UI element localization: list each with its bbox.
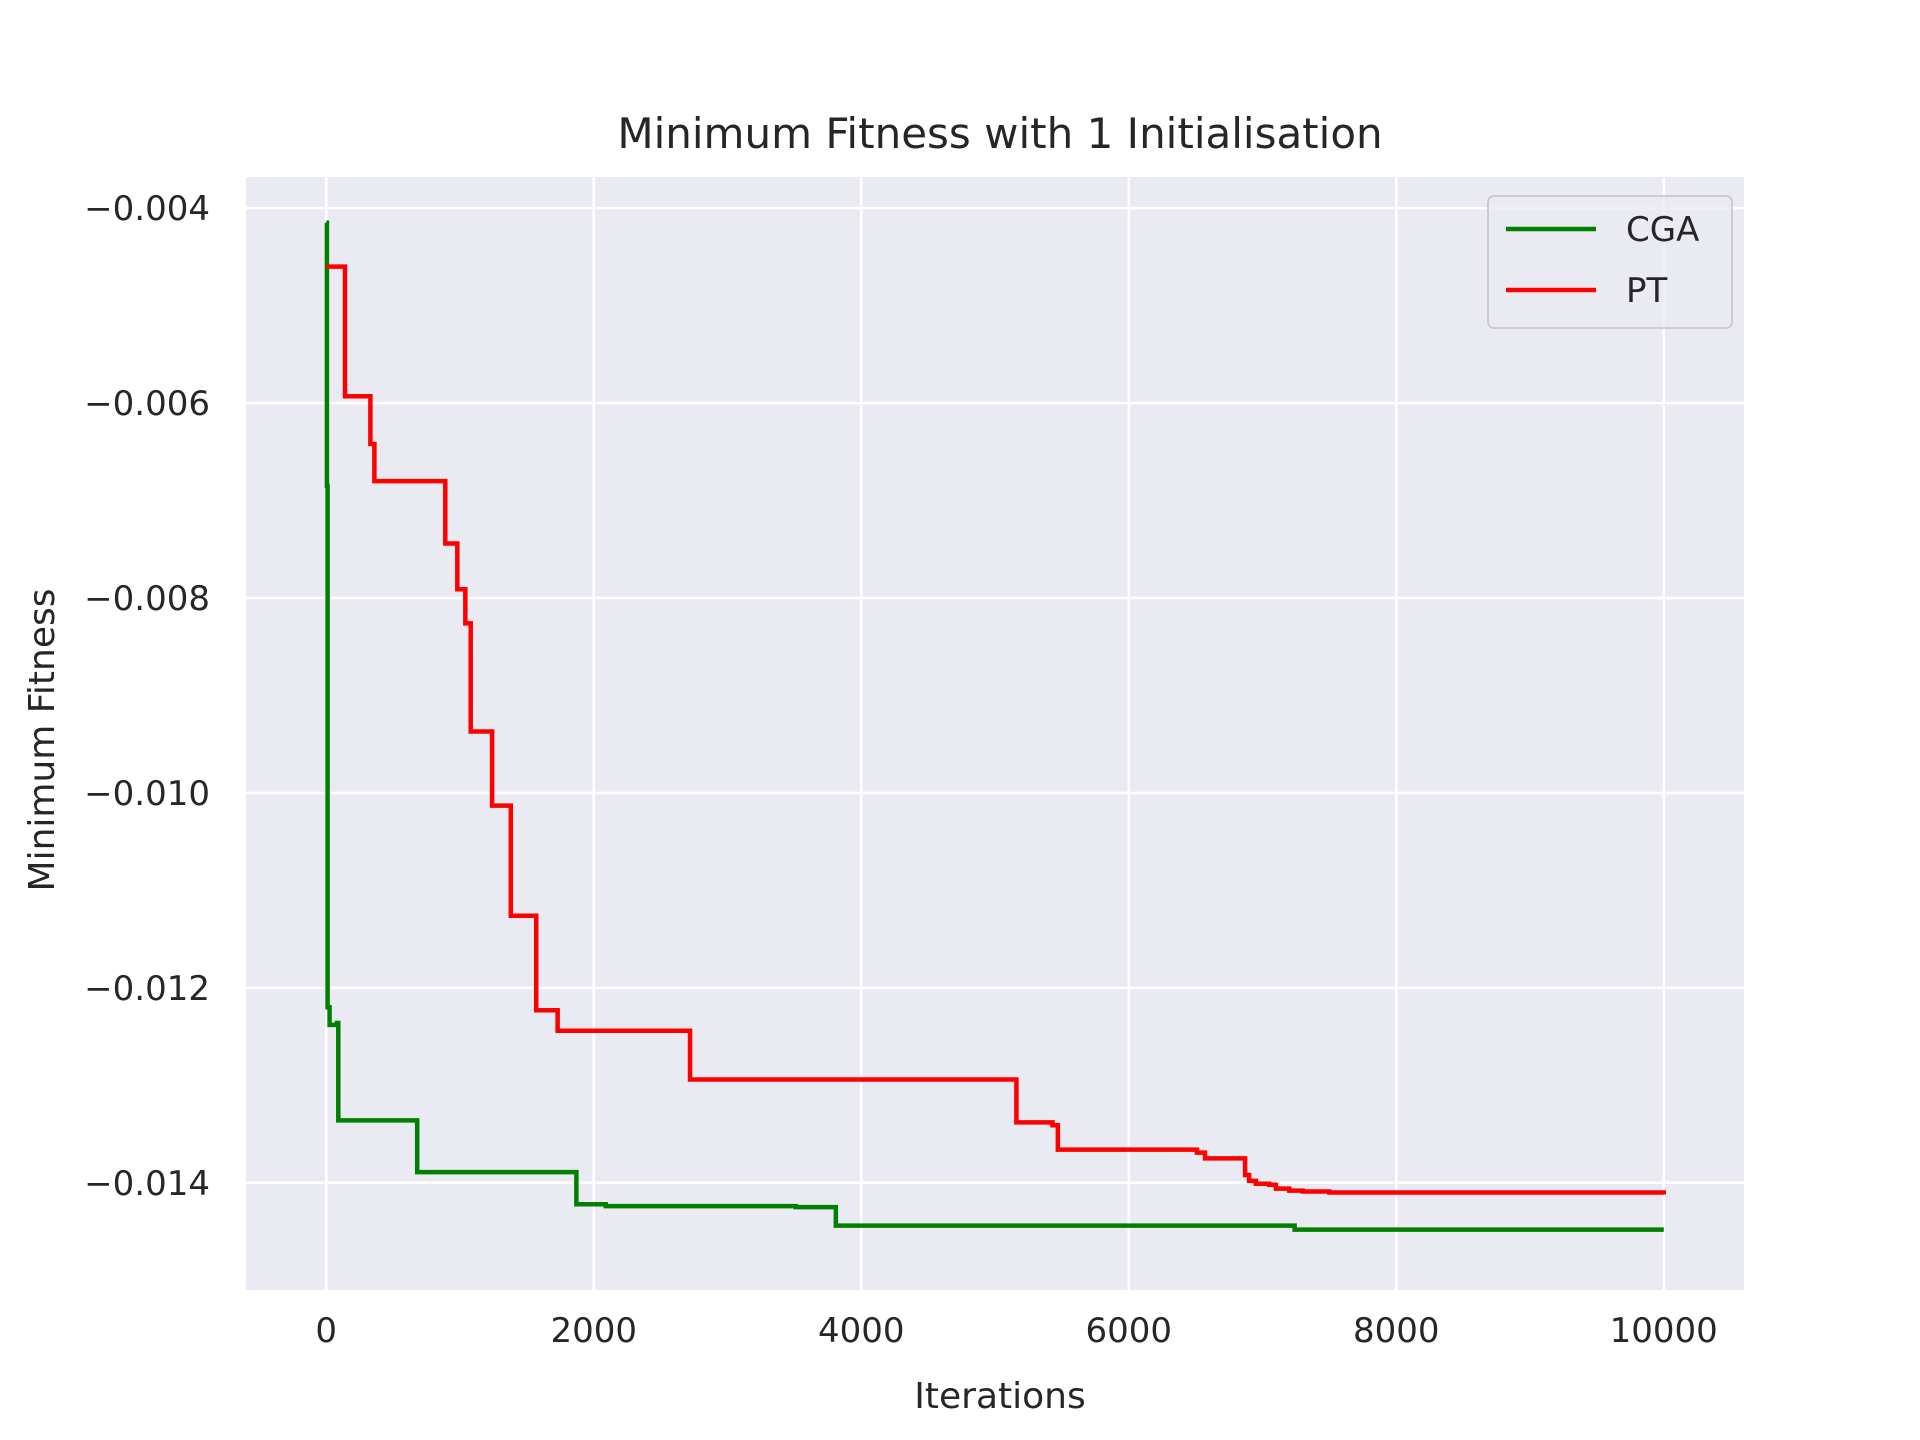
y-tick-label: −0.004	[84, 189, 210, 229]
y-tick-label: −0.006	[84, 384, 210, 424]
x-axis-label: Iterations	[914, 1376, 1085, 1417]
y-tick-label: −0.008	[84, 579, 210, 619]
series-line-pt	[326, 264, 1666, 1195]
chart-title: Minimum Fitness with 1 Initialisation	[617, 109, 1382, 158]
plot-area	[246, 177, 1744, 1290]
x-tick-label: 0	[315, 1311, 337, 1351]
x-tick-label: 6000	[1085, 1311, 1172, 1351]
x-tick-label: 8000	[1353, 1311, 1440, 1351]
y-axis-ticks: −0.004 −0.006 −0.008 −0.010 −0.012 −0.014	[84, 189, 210, 1204]
series-layer	[324, 220, 1666, 1232]
x-tick-label: 2000	[550, 1311, 637, 1351]
legend-label-pt: PT	[1626, 271, 1668, 311]
y-tick-label: −0.010	[84, 774, 210, 814]
x-tick-label: 10000	[1610, 1311, 1718, 1351]
y-axis-label: Minimum Fitness	[22, 589, 63, 892]
x-tick-label: 4000	[818, 1311, 905, 1351]
legend: CGA PT	[1487, 195, 1733, 329]
legend-label-cga: CGA	[1626, 210, 1699, 250]
series-line-cga	[324, 220, 1664, 1232]
y-tick-label: −0.012	[84, 969, 210, 1009]
x-axis-ticks: 0 2000 4000 6000 8000 10000	[315, 1311, 1717, 1351]
y-tick-label: −0.014	[84, 1164, 210, 1204]
